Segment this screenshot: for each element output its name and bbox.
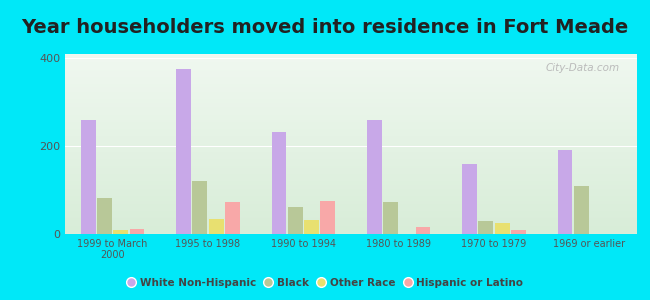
Bar [113, 230, 128, 234]
Bar [304, 220, 319, 234]
Text: City-Data.com: City-Data.com [546, 63, 620, 73]
Bar [495, 223, 510, 234]
Bar [288, 207, 303, 234]
Bar [272, 132, 287, 234]
Bar [383, 202, 398, 234]
Bar [511, 230, 526, 234]
Bar [367, 120, 382, 234]
Bar [81, 120, 96, 234]
Bar [129, 229, 144, 234]
Bar [97, 198, 112, 234]
Bar [558, 150, 573, 234]
Bar [192, 181, 207, 234]
Text: Year householders moved into residence in Fort Meade: Year householders moved into residence i… [21, 18, 629, 37]
Bar [574, 186, 589, 234]
Legend: White Non-Hispanic, Black, Other Race, Hispanic or Latino: White Non-Hispanic, Black, Other Race, H… [123, 273, 527, 292]
Bar [225, 202, 240, 234]
Bar [320, 201, 335, 234]
Bar [462, 164, 477, 234]
Bar [415, 227, 430, 234]
Bar [478, 221, 493, 234]
Bar [209, 219, 224, 234]
Bar [176, 69, 191, 234]
